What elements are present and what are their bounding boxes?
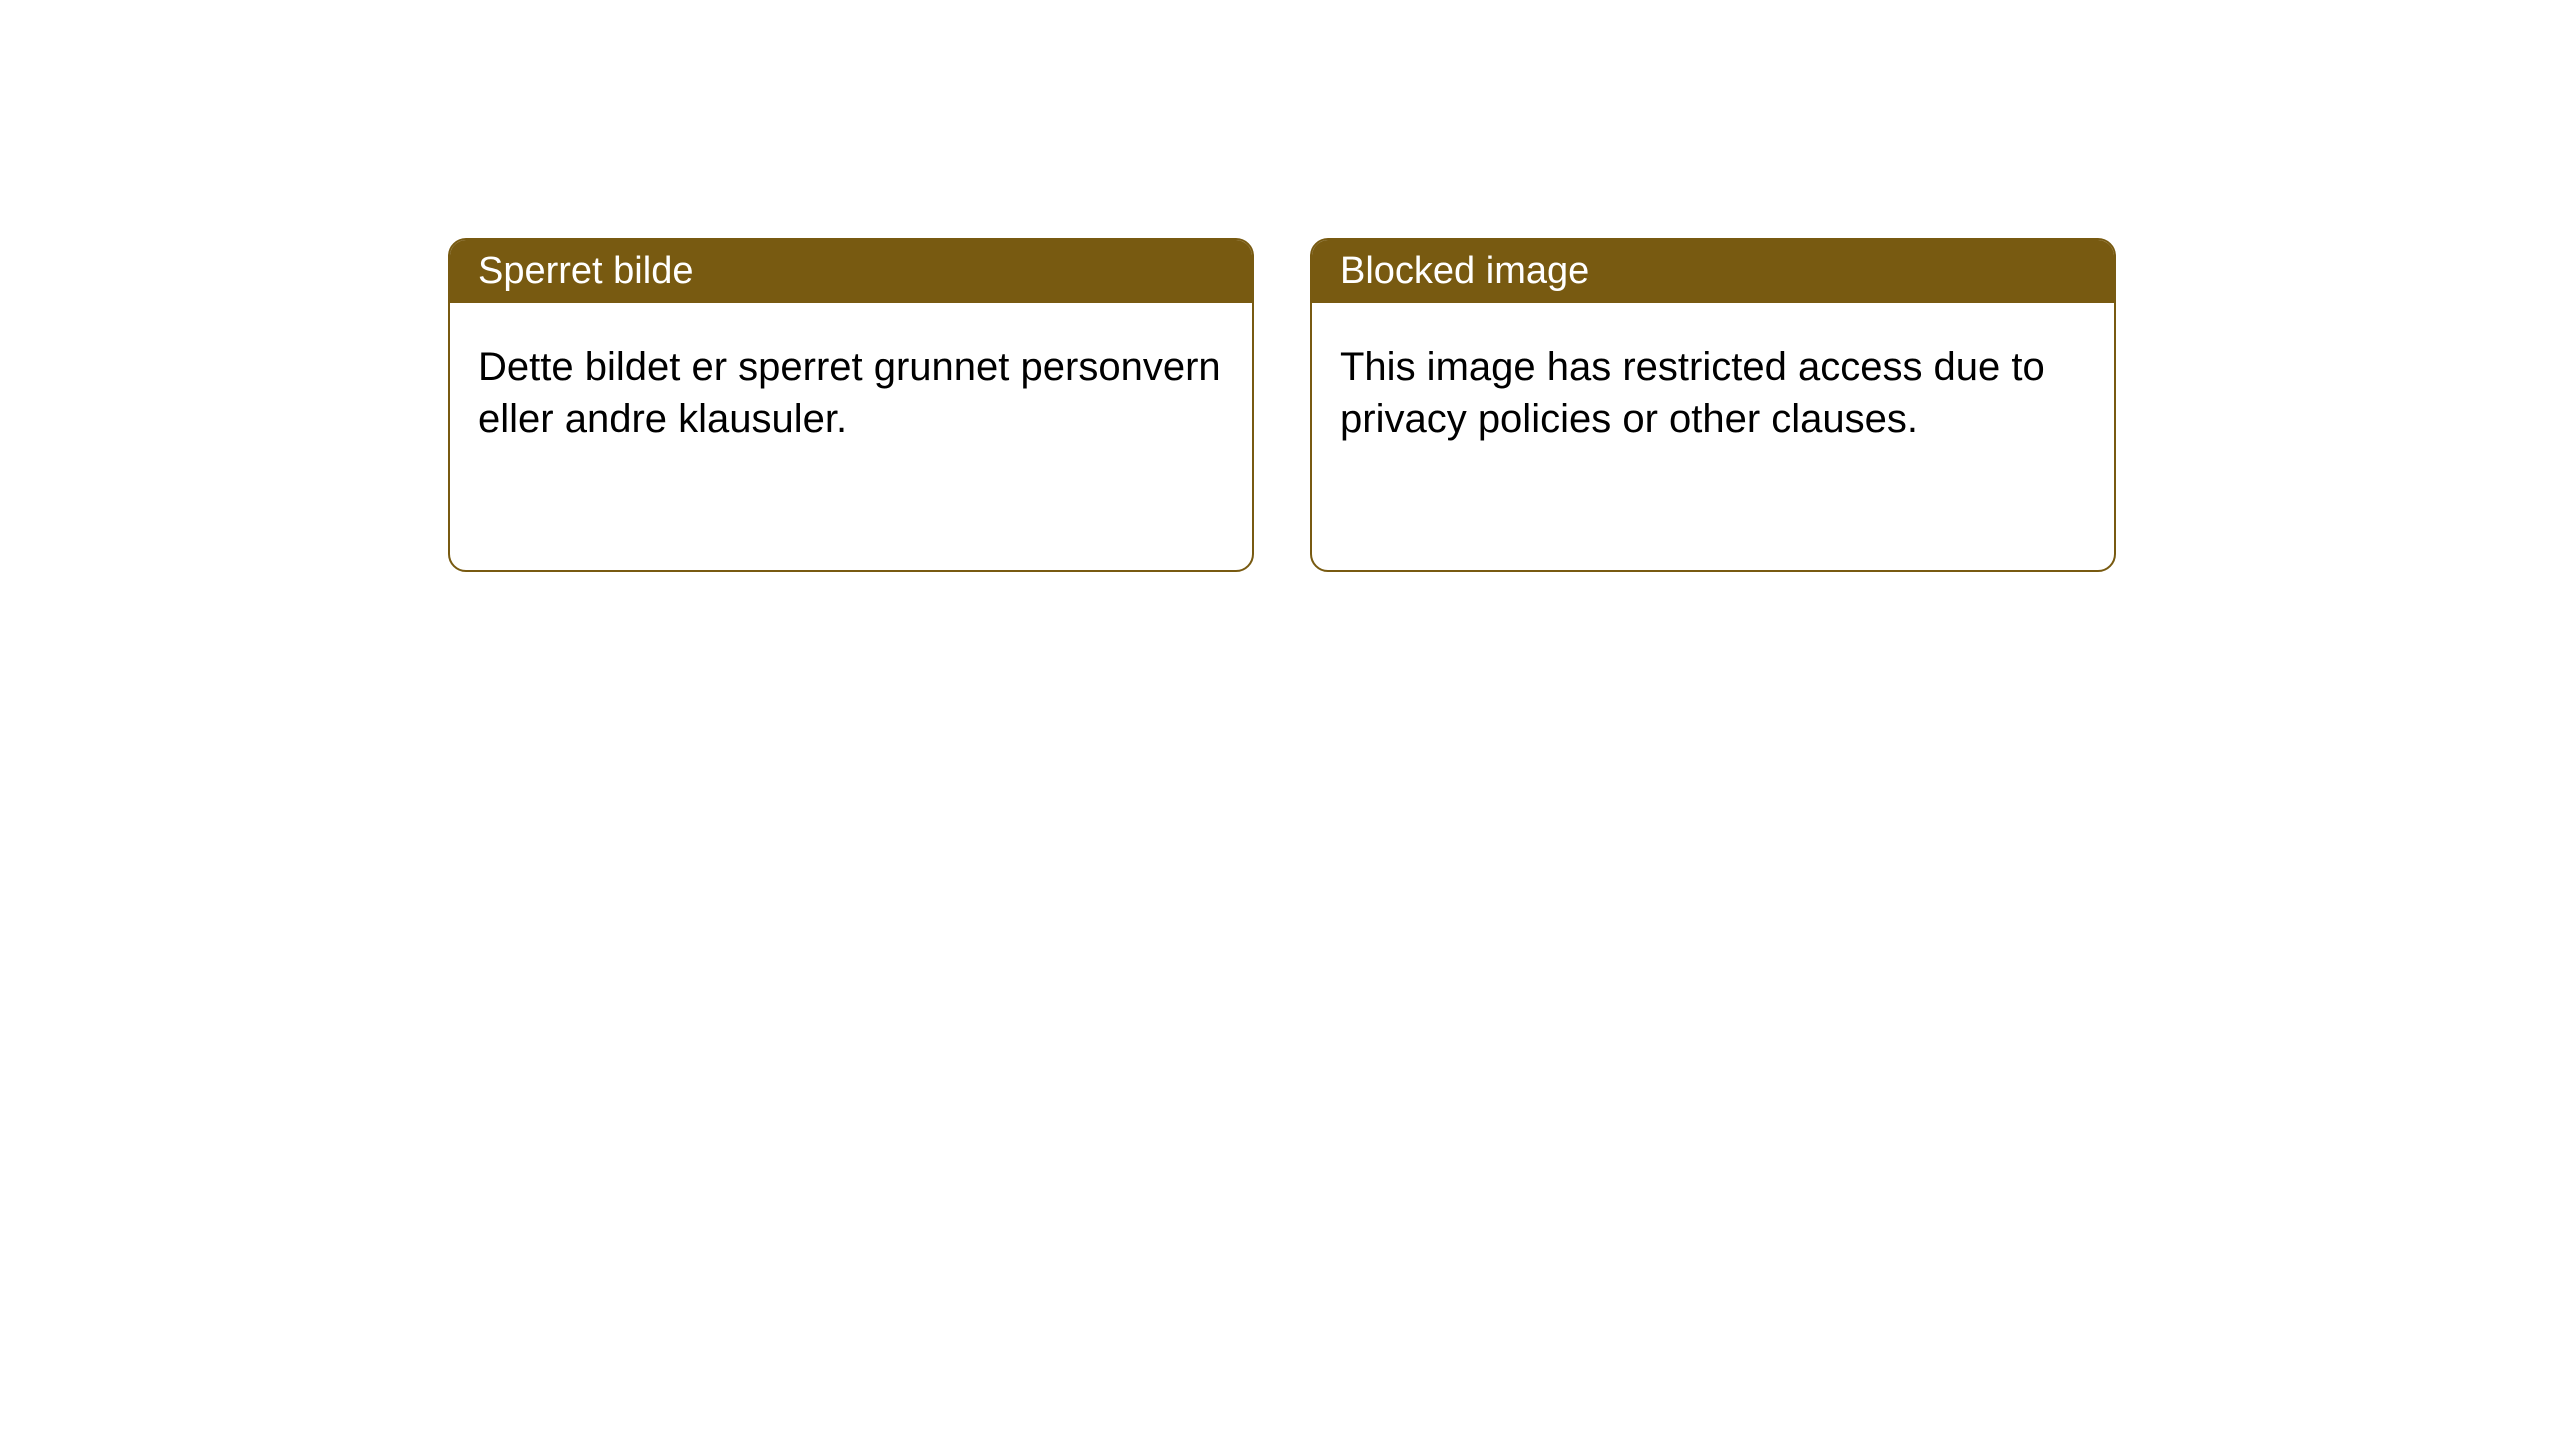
- cards-container: Sperret bilde Dette bildet er sperret gr…: [448, 238, 2116, 572]
- card-header-no: Sperret bilde: [450, 240, 1252, 303]
- card-body-no: Dette bildet er sperret grunnet personve…: [450, 303, 1252, 483]
- card-title-en: Blocked image: [1340, 250, 1589, 292]
- card-title-no: Sperret bilde: [478, 250, 693, 292]
- card-header-en: Blocked image: [1312, 240, 2114, 303]
- card-message-no: Dette bildet er sperret grunnet personve…: [478, 345, 1221, 441]
- card-body-en: This image has restricted access due to …: [1312, 303, 2114, 483]
- blocked-image-card-en: Blocked image This image has restricted …: [1310, 238, 2116, 572]
- blocked-image-card-no: Sperret bilde Dette bildet er sperret gr…: [448, 238, 1254, 572]
- card-message-en: This image has restricted access due to …: [1340, 345, 2045, 441]
